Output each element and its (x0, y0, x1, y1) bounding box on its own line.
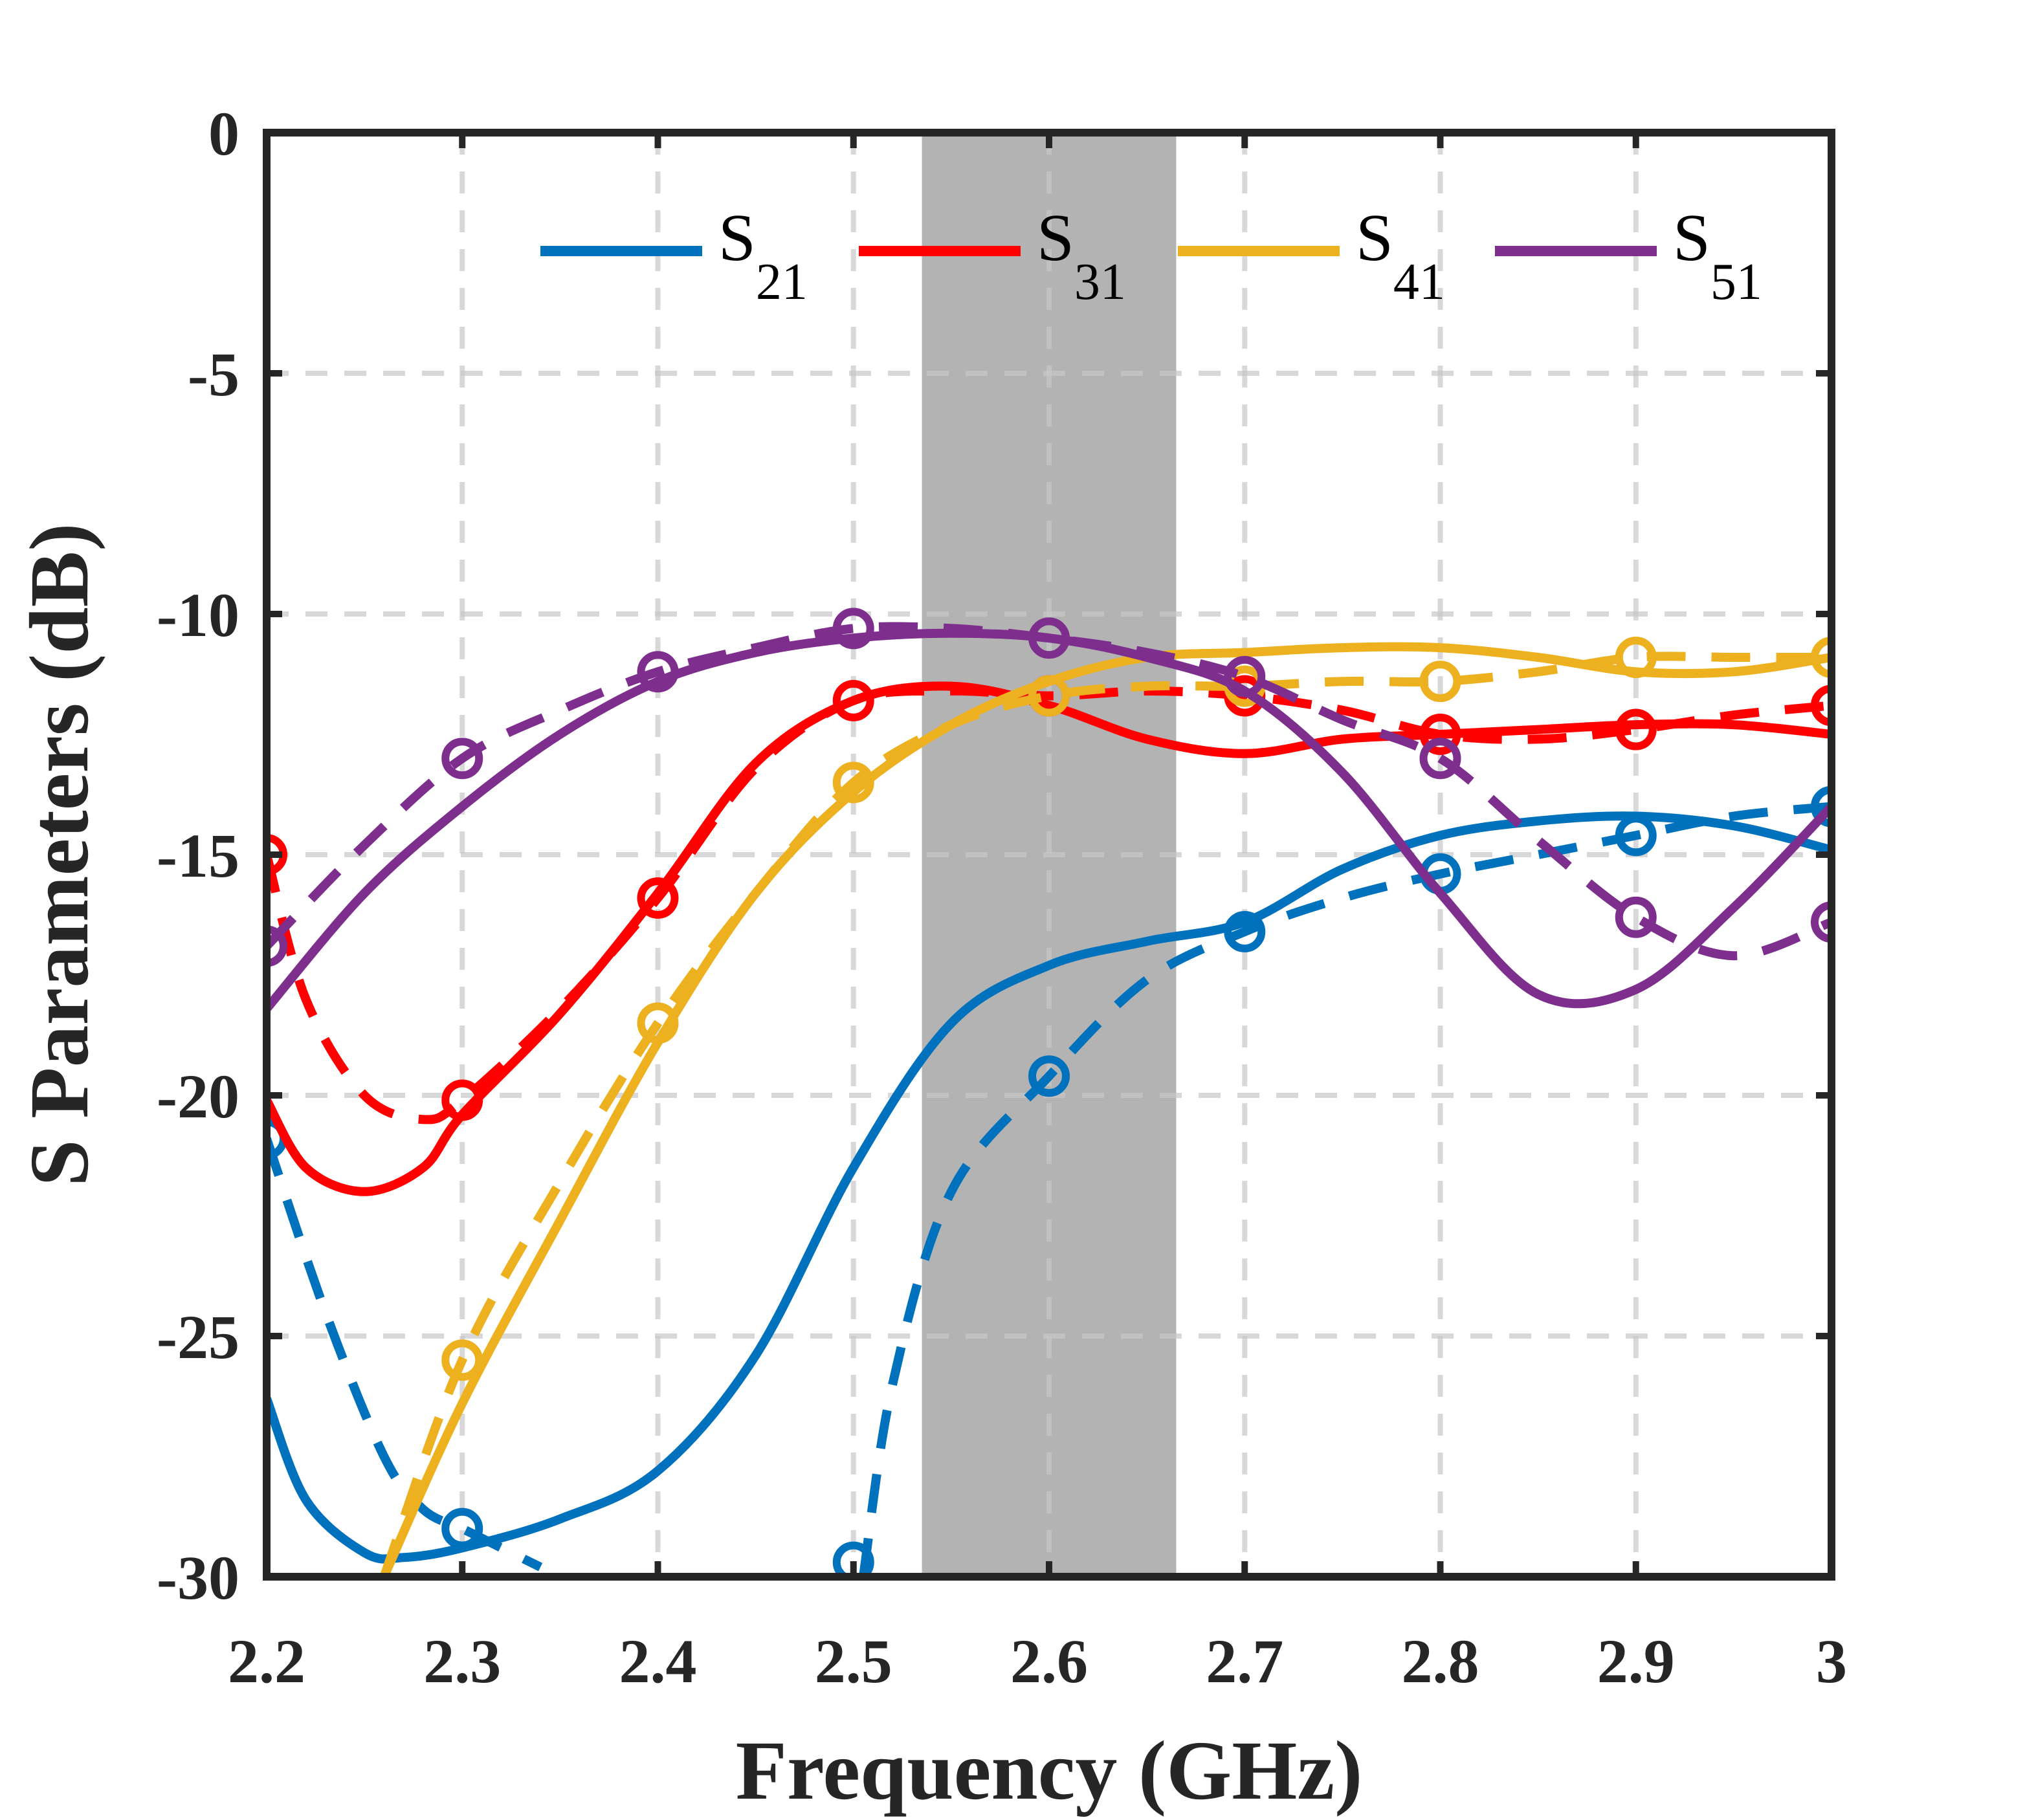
series-line-s51 (267, 628, 1831, 1012)
x-tick-label: 2.3 (423, 1627, 501, 1696)
y-axis-title: S Parameters (dB) (13, 523, 106, 1186)
plot-frame (263, 129, 1835, 1581)
y-tick-label: -5 (188, 340, 239, 409)
data-point-s31-measured (1615, 708, 1657, 751)
series-line-s51-measured (267, 622, 1831, 961)
data-point-s31-measured (441, 1079, 483, 1121)
data-point-s51-measured (1811, 901, 1831, 943)
series-s51-measured (267, 608, 1831, 967)
data-point-s31-measured (637, 877, 679, 919)
data-point-s21-measured (832, 1541, 874, 1577)
series-s51 (267, 628, 1831, 1012)
data-point-s41-measured (1028, 675, 1070, 717)
series-s41-measured (379, 636, 1831, 1577)
x-tick-label: 2.4 (619, 1627, 697, 1696)
legend-subscript-s21: 21 (756, 254, 808, 311)
legend-subscript-s31: 31 (1074, 254, 1126, 311)
legend-subscript-s51: 51 (1710, 254, 1762, 311)
y-tick-label: -20 (157, 1062, 239, 1131)
y-tick-label: -15 (157, 821, 239, 890)
y-tick-label: -25 (157, 1302, 239, 1372)
x-tick-label: 2.2 (228, 1627, 305, 1696)
y-tick-label: -10 (157, 580, 239, 650)
x-tick-label: 2.9 (1597, 1627, 1675, 1696)
data-point-s41-measured (1811, 636, 1831, 678)
x-tick-label: 2.7 (1206, 1627, 1283, 1696)
x-tick-label: 2.6 (1010, 1627, 1088, 1696)
data-point-s51-measured (267, 925, 287, 967)
x-tick-label: 2.5 (815, 1627, 892, 1696)
data-point-s31-measured (1811, 685, 1831, 727)
data-point-s31-measured (1419, 714, 1461, 755)
data-point-s31-measured (267, 834, 287, 875)
data-point-s21-measured (1028, 1055, 1070, 1097)
data-point-s51-measured (1615, 896, 1657, 938)
y-tick-label: -30 (157, 1543, 239, 1612)
x-tick-labels: 2.2 2.3 2.4 2.5 2.6 2.7 2.8 2.9 3 (228, 1627, 1847, 1696)
x-tick-label: 2.8 (1402, 1627, 1479, 1696)
series-line-s31-measured (267, 686, 1831, 1124)
data-point-s41-measured (441, 1339, 483, 1381)
data-point-s41-measured (1615, 636, 1657, 678)
data-point-s41-measured (832, 762, 874, 804)
series-s21 (267, 811, 1831, 1564)
y-tick-labels: 0 -5 -10 -15 -20 -25 -30 (157, 99, 239, 1612)
data-point-s51-measured (637, 651, 679, 693)
data-point-s51-measured (1419, 738, 1461, 780)
y-tick-label: 0 (208, 99, 239, 168)
data-point-s41-measured (637, 1002, 679, 1044)
data-point-s21-measured (441, 1508, 483, 1550)
data-point-s21-measured (1615, 815, 1657, 857)
series-layer (267, 608, 1831, 1577)
series-line-s21-measured (858, 802, 1831, 1577)
data-point-s21-measured (1224, 911, 1266, 953)
series-s31 (267, 681, 1831, 1196)
data-point-s51-measured (1224, 655, 1266, 697)
data-point-s31-measured (832, 679, 874, 721)
legend-subscript-s41: 41 (1393, 254, 1445, 311)
series-line-s31 (267, 681, 1831, 1196)
series-line-s21-measured (267, 1137, 543, 1572)
data-point-s51-measured (441, 738, 483, 780)
data-point-s51-measured (1028, 617, 1070, 659)
data-point-s51-measured (832, 608, 874, 650)
data-point-s41-measured (1419, 661, 1461, 703)
x-axis-title: Frequency (GHz) (736, 1724, 1363, 1817)
x-tick-label: 3 (1816, 1627, 1847, 1696)
data-point-s21-measured (1811, 785, 1831, 828)
series-line-s21 (267, 811, 1831, 1564)
